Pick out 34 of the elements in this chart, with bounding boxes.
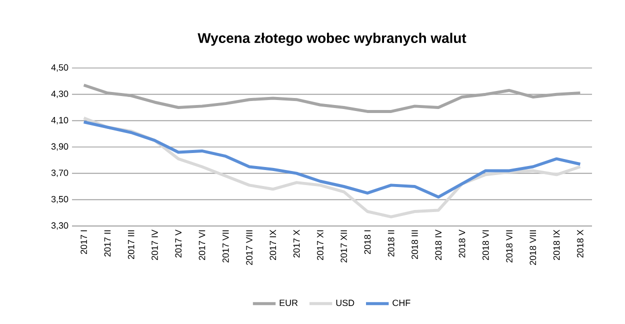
x-tick-label: 2018 V [458,230,466,258]
x-tick-label: 2017 IX [270,230,276,260]
y-tick-label: 4,10 [51,116,68,124]
legend-label: EUR [280,300,298,306]
legend-label: CHF [392,300,410,306]
chart-title: Wycena złotego wobec wybranych walut [198,32,466,46]
x-tick-label: 2017 XI [317,230,324,260]
x-tick-label: 2018 VI [482,230,489,260]
y-tick-label: 3,50 [51,196,68,204]
x-tick-label: 2018 I [364,230,371,254]
y-tick-label: 3,90 [51,143,68,151]
y-tick-label: 4,30 [51,90,68,98]
x-tick-label: 2018 IX [553,230,560,260]
x-tick-label: 2017 X [293,230,300,258]
legend-label: USD [336,300,354,306]
x-tick-label: 2017 VII [222,230,229,262]
x-tick-label: 2018 VII [506,230,512,262]
x-tick-label: 2018 III [412,230,418,259]
x-tick-label: 2017 I [80,230,88,254]
x-tick-label: 2018 X [577,230,584,258]
x-tick-label: 2018 VIII [530,230,536,265]
y-tick-label: 3,70 [51,170,68,178]
x-tick-label: 2017 III [128,230,134,259]
y-tick-label: 4,50 [51,64,68,72]
x-tick-label: 2017 II [104,230,111,256]
x-tick-label: 2017 V [175,230,182,258]
x-tick-label: 2018 IV [435,230,442,260]
y-tick-label: 3,30 [51,222,68,230]
x-tick-label: 2017 XII [340,230,348,262]
x-tick-label: 2017 VI [198,230,206,260]
x-tick-label: 2017 VIII [246,230,252,265]
line-series [82,84,582,113]
x-tick-label: 2018 II [388,230,394,256]
x-tick-label: 2017 IV [152,230,158,260]
